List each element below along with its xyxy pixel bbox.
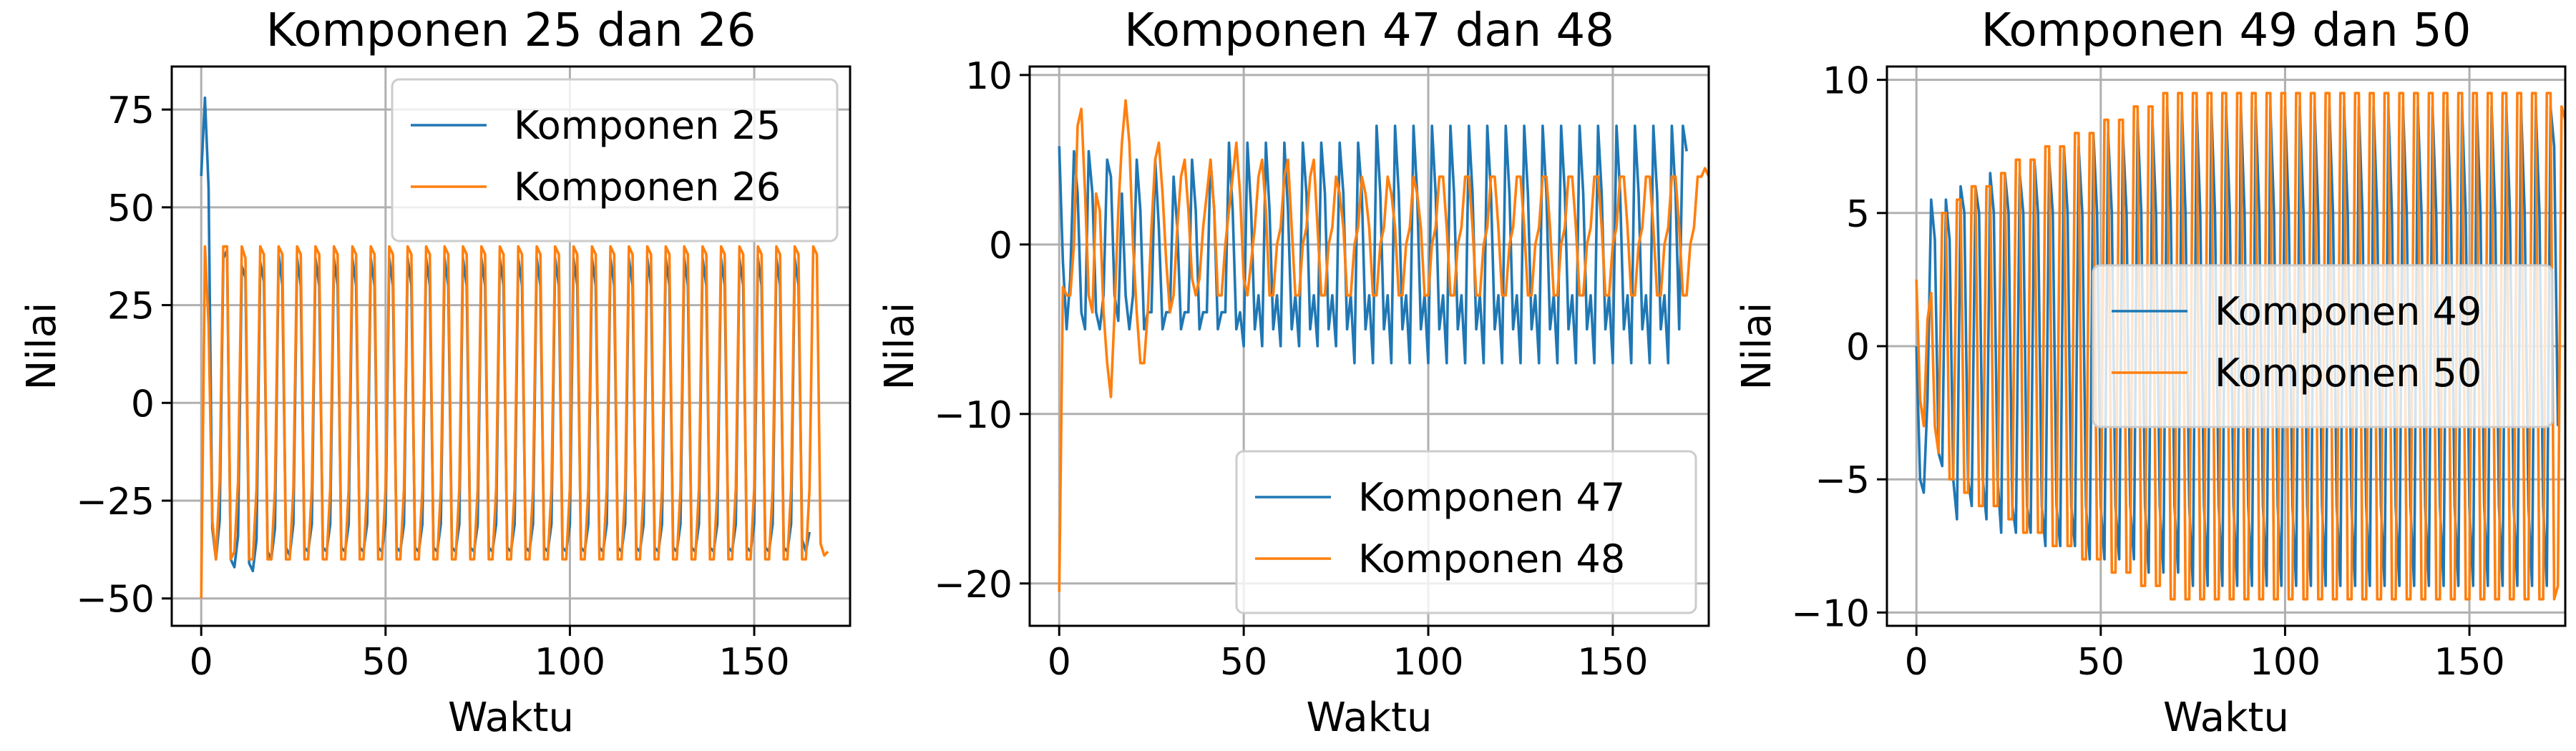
- plot-frame: [170, 65, 852, 627]
- y-tick-label: −10: [1791, 592, 1870, 635]
- y-axis-label: Nilai: [877, 303, 923, 391]
- y-tick-label: 5: [1846, 193, 1870, 236]
- legend-label: Komponen 48: [1358, 536, 1625, 581]
- legend-label: Komponen 50: [2215, 350, 2482, 396]
- x-tick-label: 0: [1048, 641, 1071, 684]
- series-line-komponen-47: [1058, 124, 1688, 365]
- x-tick-label: 150: [718, 641, 789, 684]
- x-tick-label: 0: [190, 641, 213, 684]
- x-tick-label: 0: [1905, 641, 1928, 684]
- series-line-komponen-48: [1058, 99, 1709, 592]
- series-line-komponen-26: [200, 245, 829, 599]
- y-tick-label: 50: [107, 187, 155, 230]
- x-tick-label: 150: [2434, 641, 2504, 684]
- x-tick-label: 150: [1577, 641, 1648, 684]
- plot-frame: [1028, 65, 1710, 627]
- legend-label: Komponen 47: [1358, 475, 1625, 520]
- x-tick-label: 50: [1220, 641, 1267, 684]
- y-tick-label: −10: [934, 394, 1013, 437]
- legend-label: Komponen 49: [2215, 289, 2482, 334]
- chart-title: Komponen 25 dan 26: [266, 4, 756, 57]
- legend-frame: [2092, 264, 2554, 428]
- y-tick-label: −5: [1815, 459, 1870, 502]
- x-axis-label: Waktu: [1307, 694, 1433, 741]
- y-tick-label: −50: [76, 579, 155, 622]
- x-axis-label: Waktu: [2163, 694, 2289, 741]
- legend: Komponen 49 Komponen 50: [2092, 264, 2554, 428]
- y-tick-label: 10: [965, 55, 1013, 98]
- legend-label: Komponen 25: [514, 103, 781, 148]
- y-tick-label: 0: [989, 225, 1013, 267]
- y-tick-label: −20: [934, 564, 1013, 607]
- legend-label: Komponen 26: [514, 165, 781, 210]
- y-axis-label: Nilai: [1734, 303, 1780, 391]
- y-tick-label: −25: [76, 481, 155, 524]
- y-tick-label: 10: [1823, 60, 1870, 103]
- chart-title: Komponen 47 dan 48: [1124, 4, 1614, 57]
- y-tick-label: 25: [107, 285, 155, 328]
- legend-frame: [1235, 450, 1697, 614]
- chart-title: Komponen 49 dan 50: [1981, 4, 2472, 57]
- chart-panel-3: 0 50 100 150 −10 −5 0 5 10 Komponen 49 dan 50 Wakt…: [1734, 4, 2567, 741]
- legend: Komponen 25 Komponen 26: [391, 78, 839, 242]
- y-tick-label: 75: [107, 89, 155, 132]
- x-tick-label: 100: [2250, 641, 2321, 684]
- y-tick-label: 0: [131, 383, 155, 426]
- chart-panel-2: 0 50 100 150 −20 −10 0 10 Komponen 47 dan 48 Wakt…: [877, 4, 1710, 741]
- x-tick-label: 50: [362, 641, 409, 684]
- x-axis-label: Waktu: [448, 694, 574, 741]
- y-tick-label: 0: [1846, 326, 1870, 369]
- x-tick-label: 50: [2077, 641, 2124, 684]
- x-tick-label: 100: [535, 641, 605, 684]
- legend-frame: [391, 78, 839, 242]
- legend: Komponen 47 Komponen 48: [1235, 450, 1697, 614]
- series-line-komponen-49: [1915, 105, 2560, 587]
- x-tick-label: 100: [1392, 641, 1463, 684]
- y-axis-label: Nilai: [19, 303, 65, 391]
- chart-panel-1: 0 50 100 150 −50 −25 0 25 50 75 Komponen 25 dan 26…: [19, 4, 852, 741]
